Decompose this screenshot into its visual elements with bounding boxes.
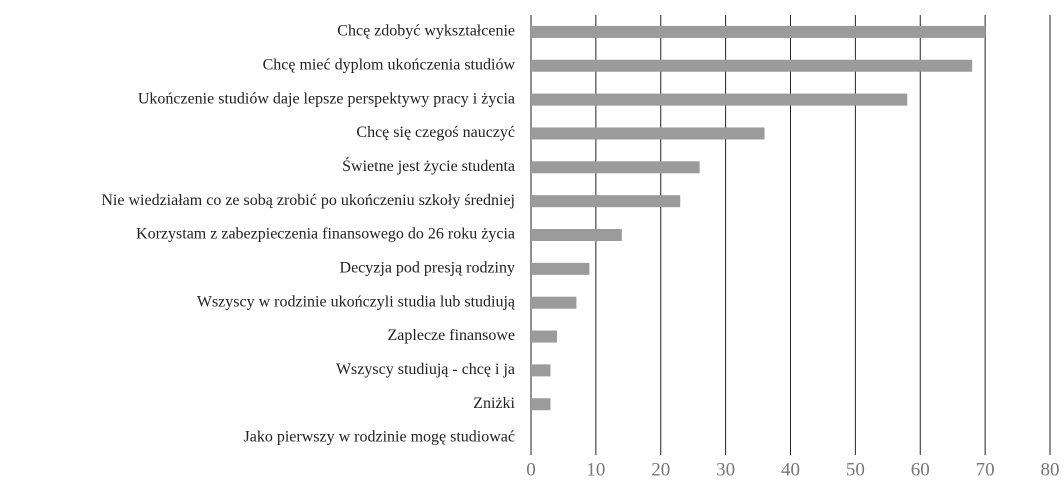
- bar: [531, 364, 551, 377]
- bar: [531, 398, 551, 411]
- x-tick-label: 60: [911, 459, 930, 480]
- x-tick-label: 30: [716, 459, 735, 480]
- y-tick-label: Ukończenie studiów daje lepsze perspekty…: [138, 90, 515, 107]
- bar: [531, 195, 681, 208]
- bar: [531, 262, 590, 275]
- y-tick-label: Chcę zdobyć wykształcenie: [337, 23, 515, 40]
- y-tick-label: Wszyscy studiują - chcę i ja: [336, 361, 515, 378]
- bar: [531, 127, 765, 140]
- bar: [531, 161, 700, 174]
- y-tick-label: Świetne jest życie studenta: [342, 156, 515, 175]
- y-tick-label: Nie wiedziałam co ze sobą zrobić po ukoń…: [101, 192, 515, 209]
- y-tick-label: Decyzja pod presją rodziny: [340, 260, 515, 277]
- x-tick-label: 20: [651, 459, 670, 480]
- y-tick-label: Zniżki: [473, 395, 515, 412]
- x-tick-label: 0: [526, 459, 536, 480]
- x-tick-label: 80: [1041, 459, 1060, 480]
- x-tick-label: 70: [976, 459, 995, 480]
- bar: [531, 25, 986, 38]
- bar: [531, 59, 973, 72]
- x-tick-label: 50: [846, 459, 865, 480]
- y-tick-label: Korzystam z zabezpieczenia finansowego d…: [136, 226, 515, 243]
- y-tick-label: Zaplecze finansowe: [388, 327, 515, 344]
- bar: [531, 296, 577, 309]
- bar: [531, 229, 622, 241]
- y-tick-label: Wszyscy w rodzinie ukończyli studia lub …: [197, 293, 516, 310]
- y-tick-label: Chcę mieć dyplom ukończenia studiów: [263, 56, 516, 73]
- bar: [531, 93, 908, 106]
- x-tick-label: 10: [586, 459, 605, 480]
- y-tick-label: Chcę się czegoś nauczyć: [356, 124, 515, 141]
- bar: [531, 330, 557, 343]
- x-tick-label: 40: [781, 459, 800, 480]
- y-tick-label: Jako pierwszy w rodzinie mogę studiować: [244, 429, 515, 446]
